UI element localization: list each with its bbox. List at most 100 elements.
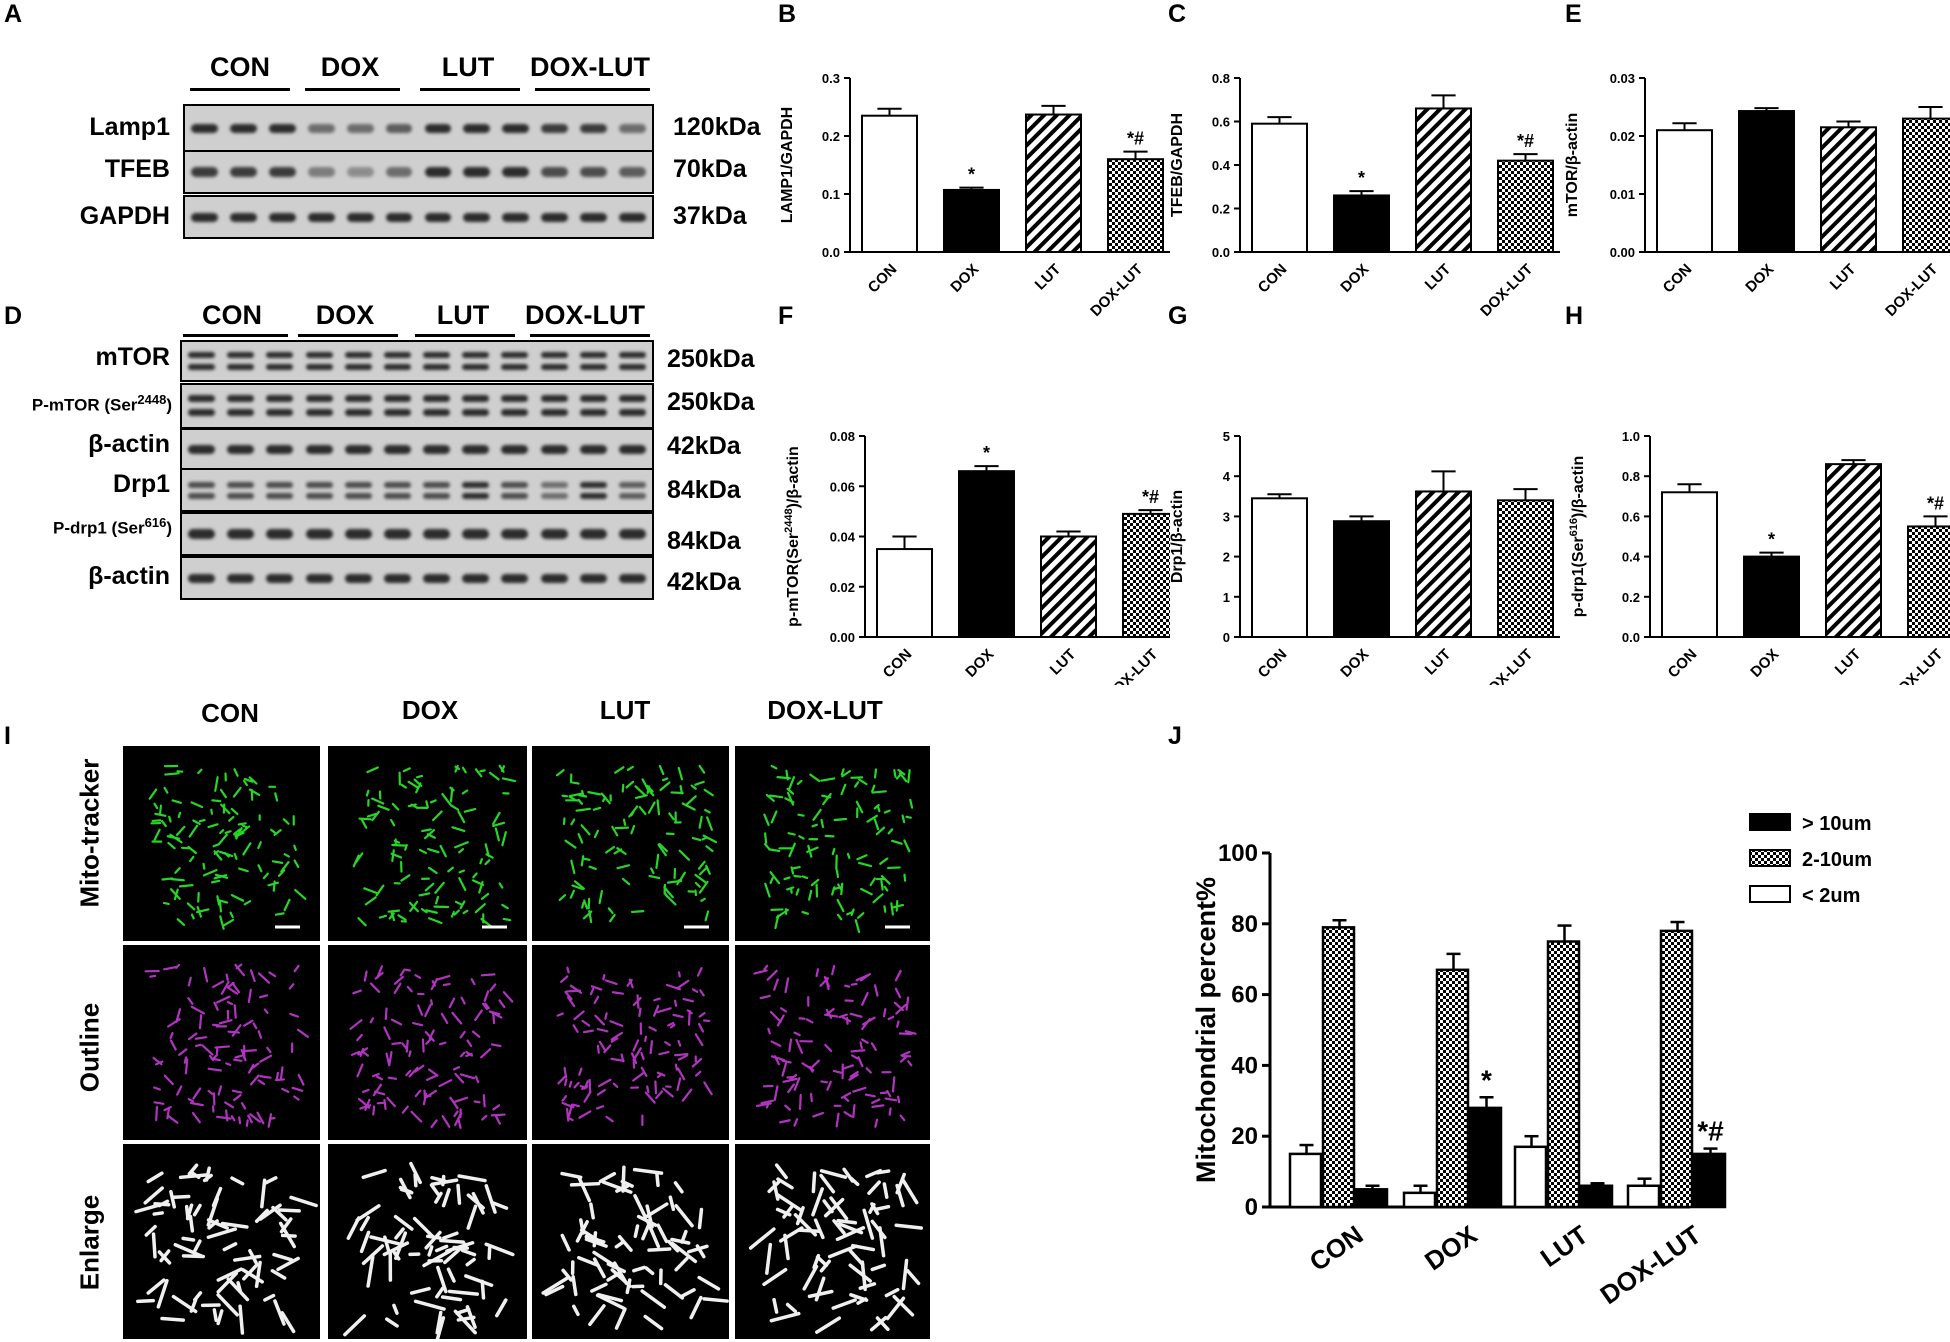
mitochondrion-stroke	[765, 1242, 773, 1275]
blot-band	[227, 364, 255, 370]
mitochondrion-stroke	[812, 1111, 825, 1118]
mitochondrion-stroke	[661, 777, 669, 782]
mitochondrion-stroke	[427, 866, 438, 875]
mitochondrion-stroke	[610, 1031, 623, 1041]
mitochondrion-stroke	[212, 980, 225, 989]
mitochondrion-stroke	[801, 910, 810, 915]
y-tick-label: 5	[1223, 429, 1230, 444]
mitochondrion-stroke	[698, 815, 703, 829]
mitochondrion-stroke	[835, 1112, 840, 1128]
mitochondrion-stroke	[846, 911, 854, 916]
mitochondrion-stroke	[230, 1176, 245, 1186]
mitochondrion-stroke	[421, 828, 432, 833]
mitochondrion-stroke	[297, 1073, 305, 1086]
mitochondrion-stroke	[782, 1205, 794, 1219]
mitochondrion-stroke	[698, 866, 709, 876]
mitochondrion-stroke	[895, 1183, 905, 1208]
kda-label: 42kDa	[667, 568, 741, 596]
mitochondrion-stroke	[490, 1043, 502, 1048]
mitochondrion-stroke	[216, 1309, 224, 1326]
bar	[1321, 926, 1356, 1209]
mitochondrion-stroke	[414, 1064, 425, 1073]
mitochondrion-stroke	[612, 1082, 619, 1088]
mitochondrion-stroke	[474, 1075, 480, 1084]
mitochondrion-stroke	[843, 1111, 853, 1118]
mitochondrion-stroke	[216, 1115, 232, 1120]
mitochondrion-stroke	[231, 982, 241, 994]
mitochondrion-stroke	[873, 768, 878, 779]
mitochondrion-stroke	[484, 1242, 515, 1257]
mitochondrion-stroke	[224, 830, 232, 834]
blot-band	[227, 573, 255, 583]
mitochondrion-stroke	[632, 1039, 640, 1052]
mitochondrion-stroke	[492, 821, 506, 828]
mitochondrion-stroke	[387, 909, 401, 913]
mitochondrion-stroke	[811, 1187, 824, 1217]
mitochondrion-stroke	[694, 1033, 704, 1047]
mito-tracker-image	[123, 746, 320, 941]
mitochondrion-stroke	[356, 1033, 363, 1042]
blot-band	[344, 493, 372, 499]
mitochondrion-stroke	[788, 1038, 793, 1053]
micro-texture	[555, 764, 718, 929]
mitochondrion-stroke	[385, 1052, 391, 1067]
bar	[958, 470, 1015, 638]
mitochondrion-stroke	[656, 1007, 672, 1014]
mitochondrion-stroke	[190, 1005, 206, 1015]
y-tick-label: 100	[1218, 840, 1258, 867]
mitochondrion-stroke	[377, 804, 390, 811]
mitochondrion-stroke	[826, 1080, 832, 1091]
mitochondrion-stroke	[243, 777, 254, 783]
mitochondrion-stroke	[293, 1095, 300, 1101]
mitochondrion-stroke	[422, 1249, 452, 1268]
mitochondrion-stroke	[254, 1208, 269, 1224]
mitochondrion-stroke	[194, 1036, 208, 1040]
mitochondrion-stroke	[181, 1236, 196, 1242]
mitochondrion-stroke	[836, 898, 845, 913]
mitochondrion-stroke	[773, 978, 779, 991]
mitochondrion-stroke	[463, 807, 477, 813]
mitochondrion-stroke	[654, 1080, 658, 1095]
blot-band	[423, 482, 451, 488]
mitochondrion-stroke	[220, 980, 230, 995]
blot-band	[423, 395, 451, 402]
mitochondrion-stroke	[363, 887, 379, 895]
y-tick-label: 0.3	[822, 71, 840, 86]
bar	[1497, 159, 1554, 253]
mitochondrion-stroke	[375, 884, 385, 897]
mitochondrion-stroke	[807, 1289, 834, 1299]
mitochondrion-stroke	[571, 1274, 578, 1297]
mitochondrion-stroke	[681, 802, 696, 811]
outline-image	[328, 945, 527, 1140]
blot-band	[462, 573, 490, 583]
mitochondrion-stroke	[841, 1064, 855, 1070]
mitochondrion-stroke	[876, 805, 881, 813]
group-underline	[535, 88, 650, 91]
mitochondrion-stroke	[190, 801, 204, 809]
blot-band	[424, 167, 452, 177]
mitochondrion-stroke	[827, 1244, 858, 1259]
chart-c: 0.0 0.2 0.4 0.6 0.8 TFEB/GAPDH CON * DOX LUT *# DOX…	[1169, 71, 1560, 320]
mitochondrion-stroke	[280, 861, 290, 873]
mitochondrion-stroke	[449, 804, 460, 811]
mitochondrion-stroke	[151, 1232, 157, 1259]
mitochondrion-stroke	[577, 1176, 592, 1203]
mitochondrion-stroke	[815, 1255, 829, 1268]
mitochondrion-stroke	[222, 1242, 238, 1252]
blot-band	[540, 493, 568, 499]
blot-band	[385, 123, 413, 133]
mitochondrion-stroke	[663, 891, 669, 899]
mitochondrion-stroke	[809, 1092, 813, 1103]
mitochondrion-stroke	[820, 818, 825, 829]
mitochondrion-stroke	[703, 788, 714, 797]
mitochondrion-stroke	[257, 1030, 263, 1039]
mitochondrion-stroke	[840, 768, 845, 776]
panel-label-e: E	[1565, 0, 1582, 28]
mitochondrion-stroke	[784, 1104, 792, 1111]
blot-row-label: Drp1	[113, 470, 170, 498]
mitochondrion-stroke	[270, 828, 277, 834]
mitochondrion-stroke	[410, 803, 419, 809]
blot-band	[618, 352, 646, 358]
mitochondrion-stroke	[197, 768, 203, 775]
mitochondrion-stroke	[176, 1085, 183, 1096]
